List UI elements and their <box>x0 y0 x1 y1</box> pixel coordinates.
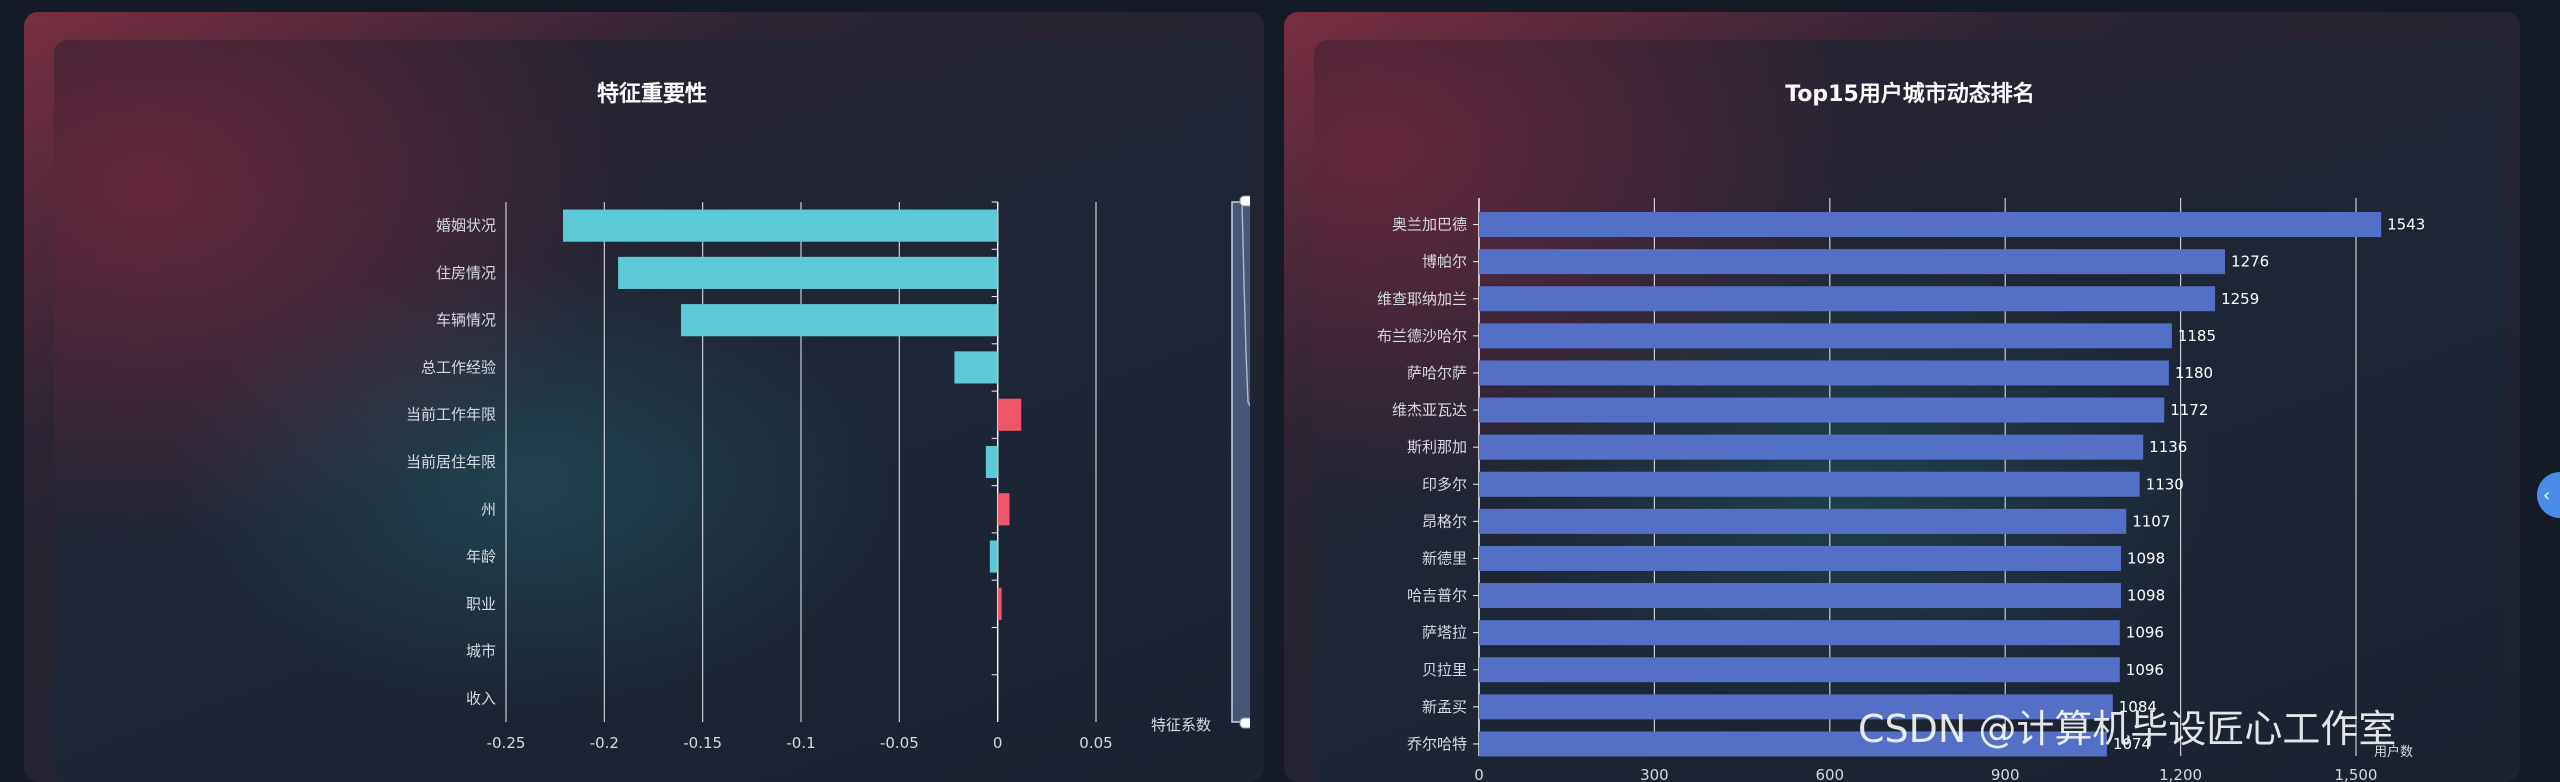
city-ranking-title: Top15用户城市动态排名 <box>1785 82 2035 107</box>
city-bar <box>1479 397 2165 423</box>
y-category-label: 车辆情况 <box>436 311 496 329</box>
city-ranking-card: Top15用户城市动态排名 0 300 600 900 1,200 1,500 奥兰加巴德 1… <box>1314 40 2506 782</box>
x-tick-label: 300 <box>1640 766 1669 782</box>
y-category-label: 收入 <box>466 689 496 707</box>
city-bar <box>1479 583 2121 609</box>
zoom-slider-top-handle <box>1239 195 1250 207</box>
city-bar <box>1479 620 2120 646</box>
city-bar <box>1479 286 2216 312</box>
x-tick-label: 0 <box>993 734 1003 752</box>
feature-bar <box>954 351 998 384</box>
feature-bar <box>997 398 1022 431</box>
x-tick-label: -0.2 <box>590 734 619 752</box>
side-handle-glyph: ‹ <box>2543 484 2551 506</box>
bar-value-label: 1130 <box>2146 475 2184 493</box>
x-axis-title: 特征系数 <box>1151 716 1211 734</box>
bar-value-label: 1136 <box>2149 438 2187 456</box>
x-tick-label: 1,500 <box>2335 766 2378 782</box>
y-category-label: 当前居住年限 <box>406 453 496 471</box>
bar-value-label: 1074 <box>2113 735 2151 753</box>
csdn-watermark: CSDN @计算机毕设匠心工作室 <box>1858 707 2397 751</box>
city-bar <box>1479 471 2140 497</box>
y-category-label: 斯利那加 <box>1407 438 1467 456</box>
city-bar <box>1479 657 2120 683</box>
y-category-label: 印多尔 <box>1422 475 1467 493</box>
bar-value-label: 1098 <box>2127 549 2165 567</box>
feature-importance-chart: -0.25 -0.2 -0.15 -0.1 -0.05 0 0.05 婚姻状况住房情况车辆情况… <box>406 195 1250 752</box>
bar-value-label: 1185 <box>2178 327 2216 345</box>
bar-value-label: 1259 <box>2221 290 2259 308</box>
y-category-label: 当前工作年限 <box>406 406 496 424</box>
feature-bar <box>681 304 998 337</box>
feature-importance-title: 特征重要性 <box>596 82 707 107</box>
city-bar <box>1479 212 2382 238</box>
y-category-label: 城市 <box>466 642 496 660</box>
x-tick-label: 900 <box>1991 766 2020 782</box>
city-ranking-panel: Top15用户城市动态排名 0 300 600 900 1,200 1,500 奥兰加巴德 1… <box>1284 12 2520 782</box>
bar-value-label: 1084 <box>2119 698 2157 716</box>
zoom-slider-preview-line <box>1241 201 1250 407</box>
y-category-label: 总工作经验 <box>421 358 496 376</box>
city-bar <box>1479 434 2144 460</box>
x-tick-label: -0.1 <box>786 734 815 752</box>
x-axis-title: 用户数 <box>2374 744 2413 760</box>
x-tick-label: 0 <box>1474 766 1484 782</box>
x-tick-label: 0.05 <box>1079 734 1112 752</box>
y-category-label: 博帕尔 <box>1422 253 1467 271</box>
feature-bar <box>985 445 998 479</box>
city-bar <box>1479 508 2127 534</box>
y-category-label: 布兰德沙哈尔 <box>1377 327 1467 345</box>
y-category-label: 婚姻状况 <box>436 217 496 235</box>
city-bar <box>1479 545 2121 571</box>
x-tick-label: 1,200 <box>2159 766 2202 782</box>
feature-bar <box>618 256 998 289</box>
feature-importance-card: 特征重要性 -0.25 -0.2 -0.15 -0.1 -0.05 0 0.05 婚姻状况住房… <box>54 40 1250 782</box>
city-bar <box>1479 323 2172 349</box>
feature-bar <box>563 209 998 242</box>
bar-value-label: 1096 <box>2126 624 2164 642</box>
y-category-label: 新孟买 <box>1422 698 1467 716</box>
zoom-slider-track <box>1231 201 1250 723</box>
y-category-label: 维杰亚瓦达 <box>1392 401 1467 419</box>
city-bar <box>1479 731 2107 757</box>
y-category-label: 萨哈尔萨 <box>1407 364 1467 382</box>
bar-value-label: 1096 <box>2126 661 2164 679</box>
feature-bar <box>997 587 1002 620</box>
y-category-label: 职业 <box>466 595 496 613</box>
bar-value-label: 1180 <box>2175 364 2213 382</box>
bar-value-label: 1098 <box>2127 587 2165 605</box>
city-bar <box>1479 249 2226 275</box>
city-ranking-chart: 0 300 600 900 1,200 1,500 奥兰加巴德 1543 博帕尔 1276 维查耶纳… <box>1377 198 2425 782</box>
y-category-label: 萨塔拉 <box>1422 624 1467 642</box>
feature-bar <box>989 540 998 573</box>
city-bar <box>1479 360 2169 386</box>
y-category-label: 贝拉里 <box>1422 661 1467 679</box>
bar-value-label: 1276 <box>2231 253 2269 271</box>
bar-value-label: 1172 <box>2170 401 2208 419</box>
bar-value-label: 1107 <box>2132 512 2170 530</box>
x-tick-label: 600 <box>1815 766 1844 782</box>
x-tick-label: -0.25 <box>487 734 526 752</box>
y-category-label: 新德里 <box>1422 549 1467 567</box>
y-category-label: 维查耶纳加兰 <box>1377 290 1467 308</box>
x-tick-label: -0.05 <box>880 734 919 752</box>
y-category-label: 奥兰加巴德 <box>1392 216 1467 234</box>
bar-value-label: 1543 <box>2387 216 2425 234</box>
y-category-label: 年龄 <box>466 548 496 566</box>
y-category-label: 昂格尔 <box>1422 512 1467 530</box>
feature-bar <box>997 493 1010 526</box>
x-tick-label: -0.15 <box>683 734 722 752</box>
y-category-label: 哈吉普尔 <box>1407 587 1467 605</box>
y-category-label: 住房情况 <box>436 264 496 282</box>
y-category-label: 乔尔哈特 <box>1407 735 1467 753</box>
city-bar <box>1479 694 2113 720</box>
zoom-slider-bottom-handle <box>1239 717 1250 729</box>
chevron-left-icon[interactable]: ‹ <box>2537 472 2560 518</box>
y-category-label: 州 <box>481 500 496 518</box>
feature-importance-panel: 特征重要性 -0.25 -0.2 -0.15 -0.1 -0.05 0 0.05 婚姻状况住房… <box>24 12 1264 782</box>
